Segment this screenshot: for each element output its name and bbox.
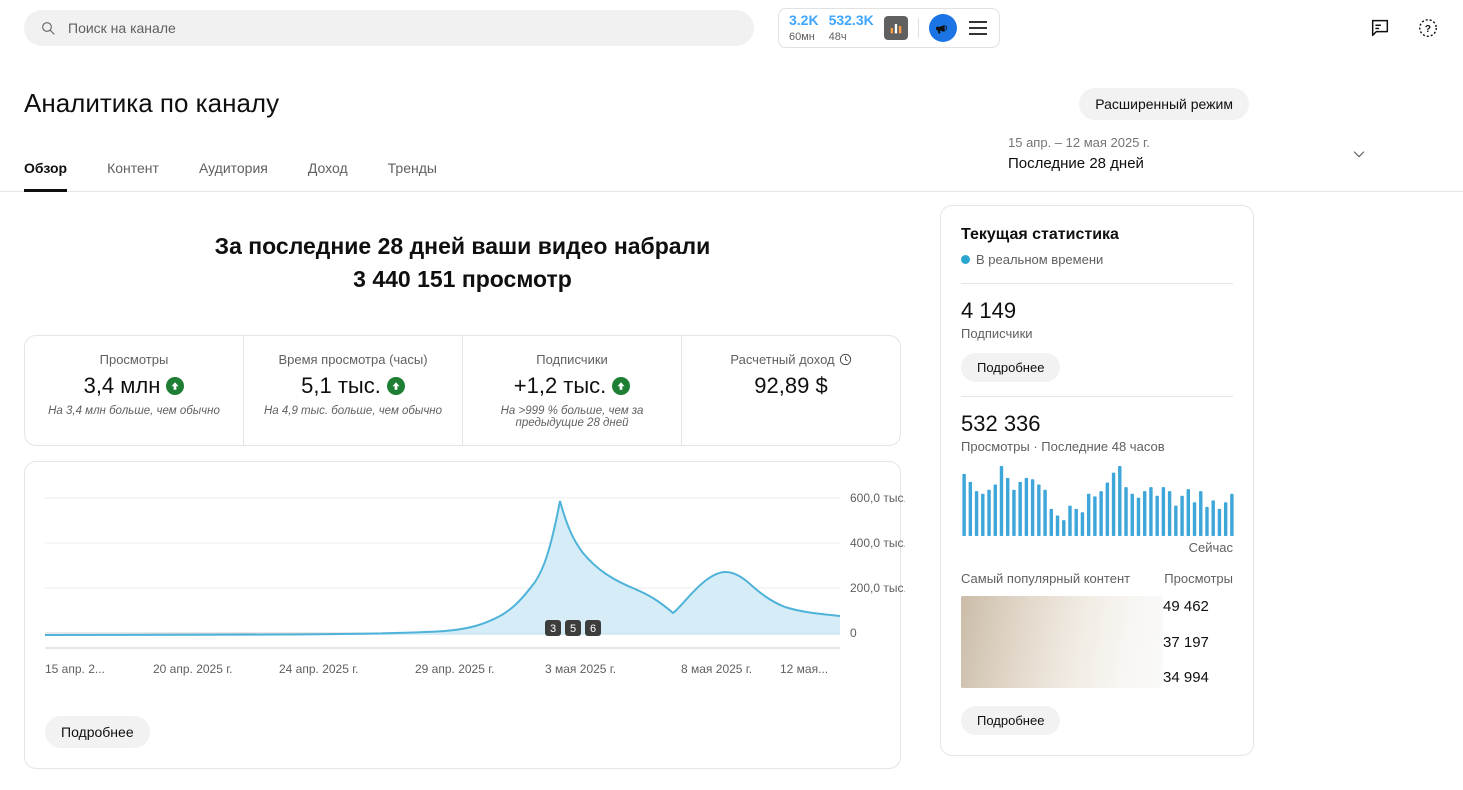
svg-text:?: ? xyxy=(1425,24,1431,35)
svg-text:5: 5 xyxy=(570,623,576,635)
svg-text:20 апр. 2025 г.: 20 апр. 2025 г. xyxy=(153,662,232,676)
svg-text:15 апр. 2...: 15 апр. 2... xyxy=(45,662,105,676)
svg-text:8 мая 2025 г.: 8 мая 2025 г. xyxy=(681,662,752,676)
svg-text:3 мая 2025 г.: 3 мая 2025 г. xyxy=(545,662,616,676)
svg-text:200,0 тыс.: 200,0 тыс. xyxy=(850,581,905,595)
svg-text:400,0 тыс.: 400,0 тыс. xyxy=(850,536,905,550)
svg-text:600,0 тыс.: 600,0 тыс. xyxy=(850,491,905,505)
svg-text:6: 6 xyxy=(590,623,596,635)
svg-text:0: 0 xyxy=(850,626,857,640)
svg-text:24 апр. 2025 г.: 24 апр. 2025 г. xyxy=(279,662,358,676)
svg-text:12 мая...: 12 мая... xyxy=(780,662,828,676)
svg-text:3: 3 xyxy=(550,623,556,635)
svg-text:29 апр. 2025 г.: 29 апр. 2025 г. xyxy=(415,662,494,676)
